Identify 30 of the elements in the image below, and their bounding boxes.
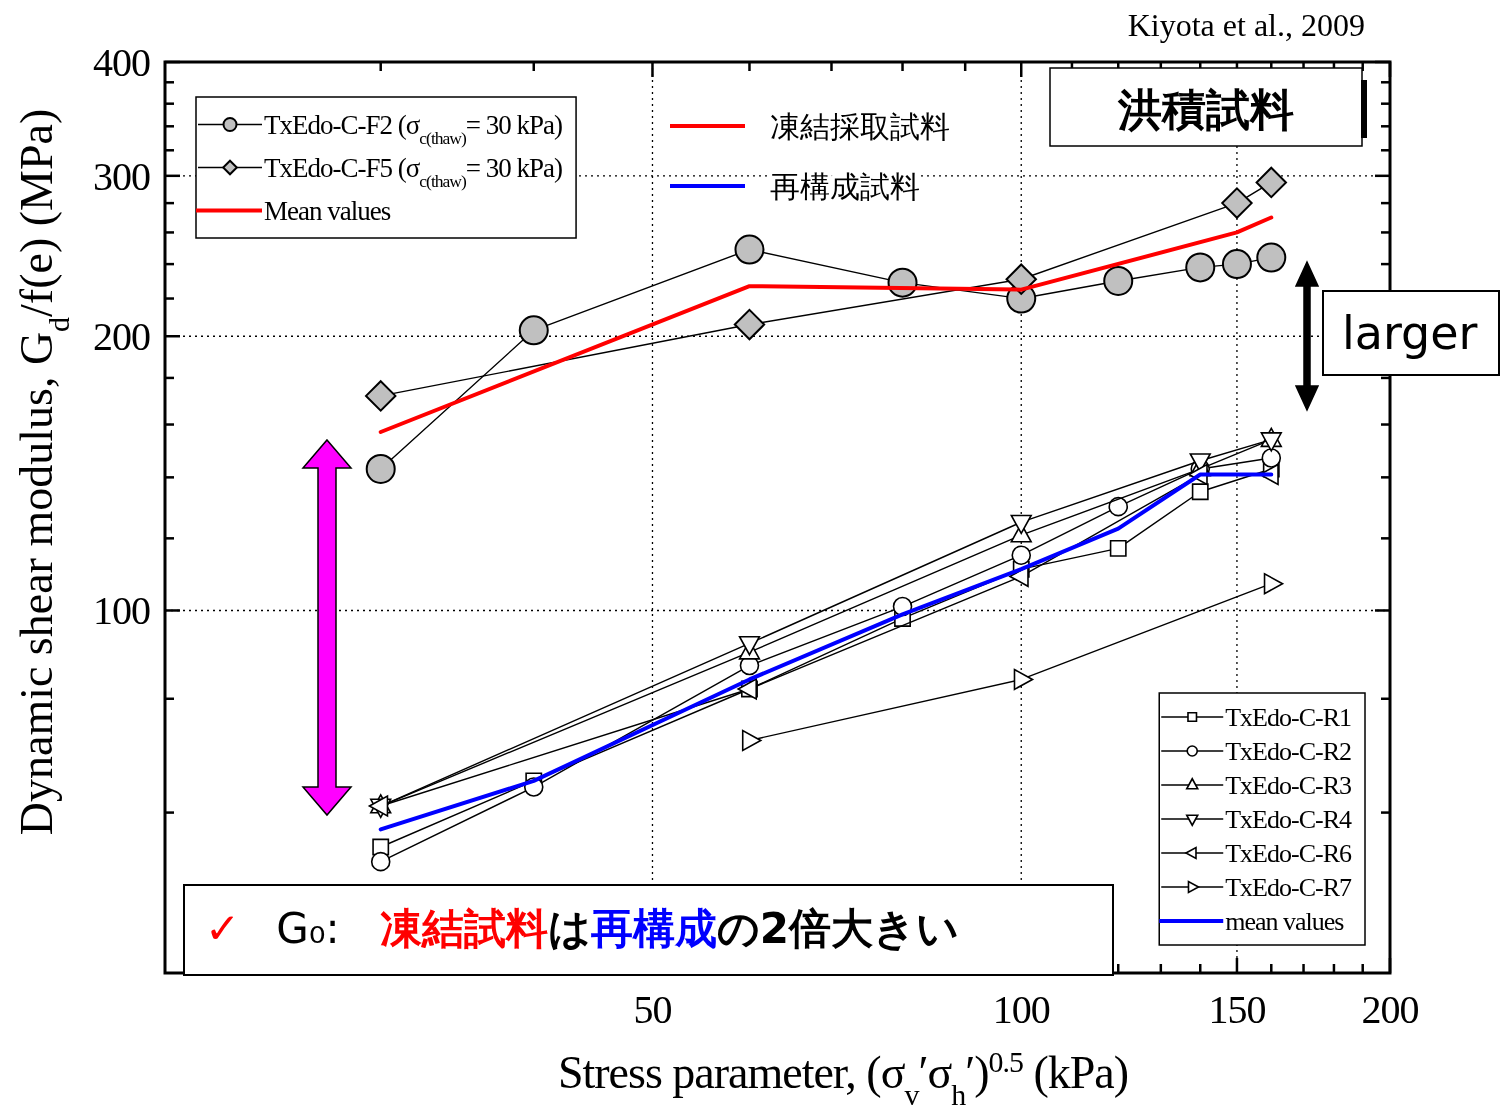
x-axis-title: Stress parameter, (σ$_{v}$′σ$_{h}$′)$^{0.5}$ (kPa) [557,1044,1129,1109]
annotation: 凍結試料 [379,904,548,953]
annotation: larger [1342,306,1478,360]
legend-label: TxEdo-C-F5 (σ$_{c(thaw)}$= 30 kPa) [264,152,563,191]
legend-label: Mean values [264,195,391,226]
legend-label: TxEdo-C-R4 [1225,805,1352,835]
annotation: 再構成 [589,904,717,953]
annotation: 凍結採取試料 [770,108,950,144]
y-tick-label: 100 [93,588,150,634]
y-tick-label: 300 [93,153,150,199]
legend-label: mean values [1225,907,1345,937]
legend-label: TxEdo-C-R6 [1225,839,1352,869]
legend-label: TxEdo-C-R7 [1225,873,1352,903]
x-tick-label: 100 [992,987,1050,1032]
x-tick-label: 50 [633,987,672,1032]
legend-label: TxEdo-C-R2 [1225,737,1351,767]
legend-label: TxEdo-C-R1 [1225,703,1351,733]
annotation: G₀: [276,904,340,953]
annotation: は [547,904,591,953]
annotation: 再構成試料 [770,168,920,204]
y-tick-label: 200 [93,314,150,360]
y-tick-label: 400 [93,40,150,85]
annotation: 洪積試料 [1117,84,1294,135]
legend-label: TxEdo-C-R3 [1225,771,1351,801]
x-tick-label: 200 [1361,987,1419,1032]
annotation: ✓ [205,904,241,953]
x-tick-label: 150 [1208,987,1266,1032]
text: Kiyota et al., 2009 [1127,7,1365,43]
legend-label: TxEdo-C-F2 (σ$_{c(thaw)}$= 30 kPa) [264,109,563,148]
annotation: の2倍大きい [716,904,959,953]
